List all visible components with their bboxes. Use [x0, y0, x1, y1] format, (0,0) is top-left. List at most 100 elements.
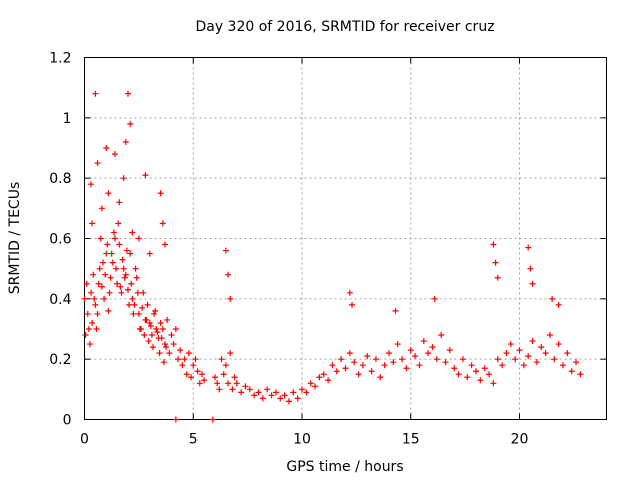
data-point [477, 377, 484, 384]
data-point [157, 319, 164, 326]
data-point [85, 326, 92, 332]
data-point [146, 250, 153, 257]
data-point [220, 371, 227, 378]
data-point [91, 295, 98, 302]
data-point [152, 307, 159, 314]
data-point [386, 350, 392, 357]
data-point [455, 371, 462, 378]
data-point [512, 356, 519, 363]
data-point [218, 356, 225, 363]
data-point [179, 362, 186, 369]
data-point [442, 359, 449, 366]
data-point [142, 172, 149, 179]
data-point [98, 205, 105, 212]
data-point [316, 374, 323, 381]
data-point [154, 329, 161, 336]
data-point [307, 380, 314, 387]
data-point [156, 350, 163, 357]
data-point [144, 301, 151, 308]
data-point [158, 335, 165, 342]
data-point [573, 359, 580, 366]
data-point [268, 392, 275, 399]
data-point [122, 138, 129, 145]
data-point [103, 250, 110, 257]
y-tick-label: 0.8 [49, 171, 71, 187]
data-point [113, 265, 120, 272]
data-point [194, 368, 201, 375]
data-point [227, 350, 234, 357]
data-point [120, 175, 127, 182]
data-point [272, 389, 279, 396]
data-point [164, 316, 171, 323]
data-point [492, 259, 499, 266]
data-point [117, 283, 124, 290]
data-point [198, 371, 205, 378]
y-tick-label: 1.2 [49, 51, 71, 67]
data-point [351, 359, 358, 366]
data-point [89, 319, 96, 326]
data-point [127, 120, 134, 127]
data-point [95, 280, 102, 287]
data-point [568, 368, 575, 375]
data-point [420, 338, 427, 345]
data-point [231, 374, 238, 381]
data-point [122, 271, 129, 278]
data-point [303, 389, 310, 396]
data-point [157, 190, 164, 197]
data-point [233, 380, 240, 387]
data-point [222, 362, 229, 369]
data-point [89, 220, 96, 227]
data-point [116, 199, 123, 206]
data-point [129, 229, 136, 236]
data-point [118, 289, 125, 296]
data-point [299, 386, 305, 393]
data-point [433, 356, 440, 363]
data-point [516, 347, 523, 354]
data-point [312, 383, 319, 390]
data-point [97, 235, 104, 242]
data-point [242, 383, 249, 390]
data-point [106, 289, 113, 296]
data-point [507, 341, 514, 348]
data-point [107, 274, 114, 281]
data-point [181, 356, 188, 363]
data-point [108, 250, 115, 257]
data-point [146, 319, 153, 326]
data-point [139, 304, 146, 311]
data-point [490, 241, 497, 248]
data-point [468, 362, 475, 369]
data-point [104, 241, 111, 248]
data-point [490, 380, 497, 387]
data-point [538, 344, 545, 351]
data-point [172, 416, 179, 423]
data-point [349, 301, 356, 308]
data-point [546, 332, 553, 339]
data-point [161, 341, 168, 348]
data-point [82, 332, 89, 339]
x-tick-label: 10 [293, 432, 311, 448]
data-point [151, 310, 158, 317]
data-point [551, 356, 558, 363]
y-tick-label: 0.4 [49, 292, 71, 308]
data-point [168, 332, 175, 339]
data-point [429, 344, 436, 351]
data-point [372, 356, 379, 363]
data-point [123, 247, 130, 254]
data-point [126, 301, 133, 308]
data-point [390, 359, 397, 366]
x-tick-label: 15 [402, 432, 420, 448]
data-point [101, 295, 108, 302]
data-point [129, 295, 136, 302]
data-point [285, 398, 292, 405]
data-point [135, 235, 142, 242]
data-points [81, 90, 584, 423]
data-point [329, 362, 336, 369]
chart-title: Day 320 of 2016, SRMTID for receiver cru… [195, 19, 494, 35]
data-point [533, 359, 540, 366]
data-point [338, 356, 345, 363]
data-point [377, 374, 384, 381]
y-tick-label: 1 [63, 111, 72, 127]
data-point [166, 350, 173, 357]
y-tick-label: 0.6 [49, 232, 71, 248]
